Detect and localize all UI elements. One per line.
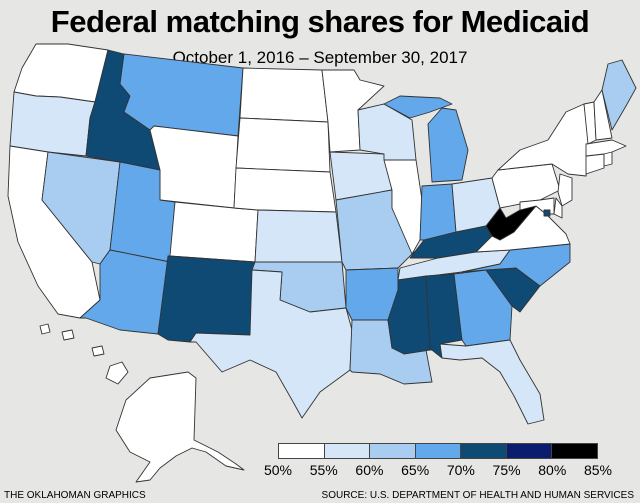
state-in xyxy=(419,183,457,241)
state-ma xyxy=(585,139,627,157)
state-ne xyxy=(233,167,337,213)
state-hi-maui xyxy=(91,345,105,357)
state-ny xyxy=(497,103,591,177)
legend-tick-label: 70% xyxy=(446,462,475,478)
legend-tick-label: 75% xyxy=(492,462,521,478)
legend-tick-label: 55% xyxy=(309,462,338,478)
legend-swatch-5 xyxy=(506,444,553,458)
legend-tick-label: 80% xyxy=(538,462,567,478)
credit-source-graphics: THE OKLAHOMAN GRAPHICS xyxy=(4,490,146,501)
state-tx xyxy=(189,269,353,419)
legend-ticks: 50% 55% 60% 65% 70% 75% 80% 85% xyxy=(264,462,612,482)
state-nc xyxy=(461,243,571,287)
legend-tick-label: 60% xyxy=(355,462,384,478)
state-wa xyxy=(13,43,109,103)
map-title: Federal matching shares for Medicaid xyxy=(50,4,590,39)
state-hi-oahu xyxy=(61,329,75,341)
state-co xyxy=(169,201,259,263)
state-dc xyxy=(543,209,551,217)
state-hi-kauai xyxy=(39,323,51,335)
state-hi-big xyxy=(105,361,129,385)
legend-tick-label: 85% xyxy=(583,462,613,478)
credit-source-data: SOURCE: U.S. DEPARTMENT OF HEALTH AND HU… xyxy=(321,490,634,501)
legend-swatch-1 xyxy=(324,444,371,458)
state-ct xyxy=(585,153,605,175)
state-il xyxy=(383,159,423,255)
legend-tick-label: 50% xyxy=(263,462,293,478)
state-fl xyxy=(439,339,545,425)
state-nj xyxy=(557,173,573,207)
legend-tick-label: 65% xyxy=(401,462,430,478)
state-mi xyxy=(427,107,469,183)
legend-swatch-0 xyxy=(279,444,325,458)
state-wy xyxy=(149,125,239,209)
state-ak xyxy=(115,371,245,483)
legend: 50% 55% 60% 65% 70% 75% 80% 85% xyxy=(264,443,612,489)
legend-swatch-4 xyxy=(461,444,507,458)
legend-swatch-6 xyxy=(552,444,598,458)
state-me xyxy=(601,59,637,131)
legend-swatch-3 xyxy=(415,444,462,458)
state-or xyxy=(9,91,96,157)
legend-swatch-2 xyxy=(370,444,416,458)
state-de xyxy=(553,197,563,219)
legend-swatches xyxy=(278,443,598,459)
state-ks xyxy=(254,209,343,263)
state-nd xyxy=(239,67,329,123)
map-subtitle: October 1, 2016 – September 30, 2017 xyxy=(172,48,468,67)
state-mi-upper xyxy=(383,95,453,119)
state-nm xyxy=(157,255,256,343)
state-sd xyxy=(235,117,331,173)
state-nh xyxy=(593,89,613,141)
